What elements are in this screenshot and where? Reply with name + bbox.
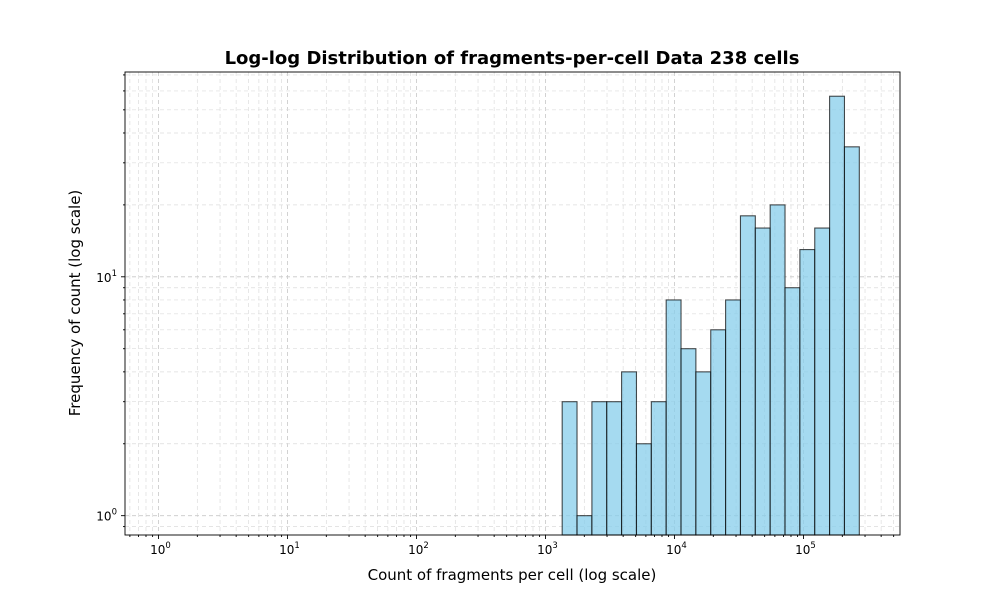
x-tick-label: 104 bbox=[666, 541, 687, 557]
histogram-bar bbox=[843, 146, 860, 536]
histogram-bar bbox=[739, 215, 756, 536]
x-tick-label: 102 bbox=[408, 541, 429, 557]
histogram-bar bbox=[591, 401, 608, 536]
histogram-bar bbox=[665, 299, 682, 536]
x-tick-label: 103 bbox=[537, 541, 558, 557]
x-tick-label: 105 bbox=[795, 541, 816, 557]
y-tick-label: 101 bbox=[96, 269, 117, 285]
histogram-bar bbox=[576, 515, 593, 536]
histogram-bar bbox=[769, 204, 786, 536]
plot-frame bbox=[124, 71, 901, 536]
histogram-bar bbox=[710, 329, 727, 536]
histogram-bar bbox=[650, 401, 667, 536]
histogram-bar bbox=[635, 443, 652, 536]
x-tick-label: 101 bbox=[279, 541, 300, 557]
histogram-bar bbox=[606, 401, 623, 536]
x-tick-label: 100 bbox=[150, 541, 171, 557]
chart-title: Log-log Distribution of fragments-per-ce… bbox=[225, 48, 800, 69]
histogram-bar bbox=[695, 371, 712, 536]
y-tick-label: 100 bbox=[96, 508, 117, 524]
x-axis-label: Count of fragments per cell (log scale) bbox=[368, 566, 657, 584]
histogram-bar bbox=[799, 249, 816, 536]
y-axis-label: Frequency of count (log scale) bbox=[66, 190, 84, 417]
histogram-bar bbox=[680, 348, 697, 536]
histogram-bar bbox=[725, 299, 742, 536]
histogram-bar bbox=[784, 287, 801, 536]
histogram-bar bbox=[561, 401, 578, 536]
axis-ticks: 100 101 102 103 104 105 100 101 bbox=[96, 74, 895, 557]
histogram-bar bbox=[754, 227, 771, 536]
histogram-bar bbox=[621, 371, 638, 536]
histogram-bar bbox=[814, 227, 831, 536]
histogram-bars bbox=[561, 95, 860, 536]
histogram-bar bbox=[829, 95, 846, 536]
